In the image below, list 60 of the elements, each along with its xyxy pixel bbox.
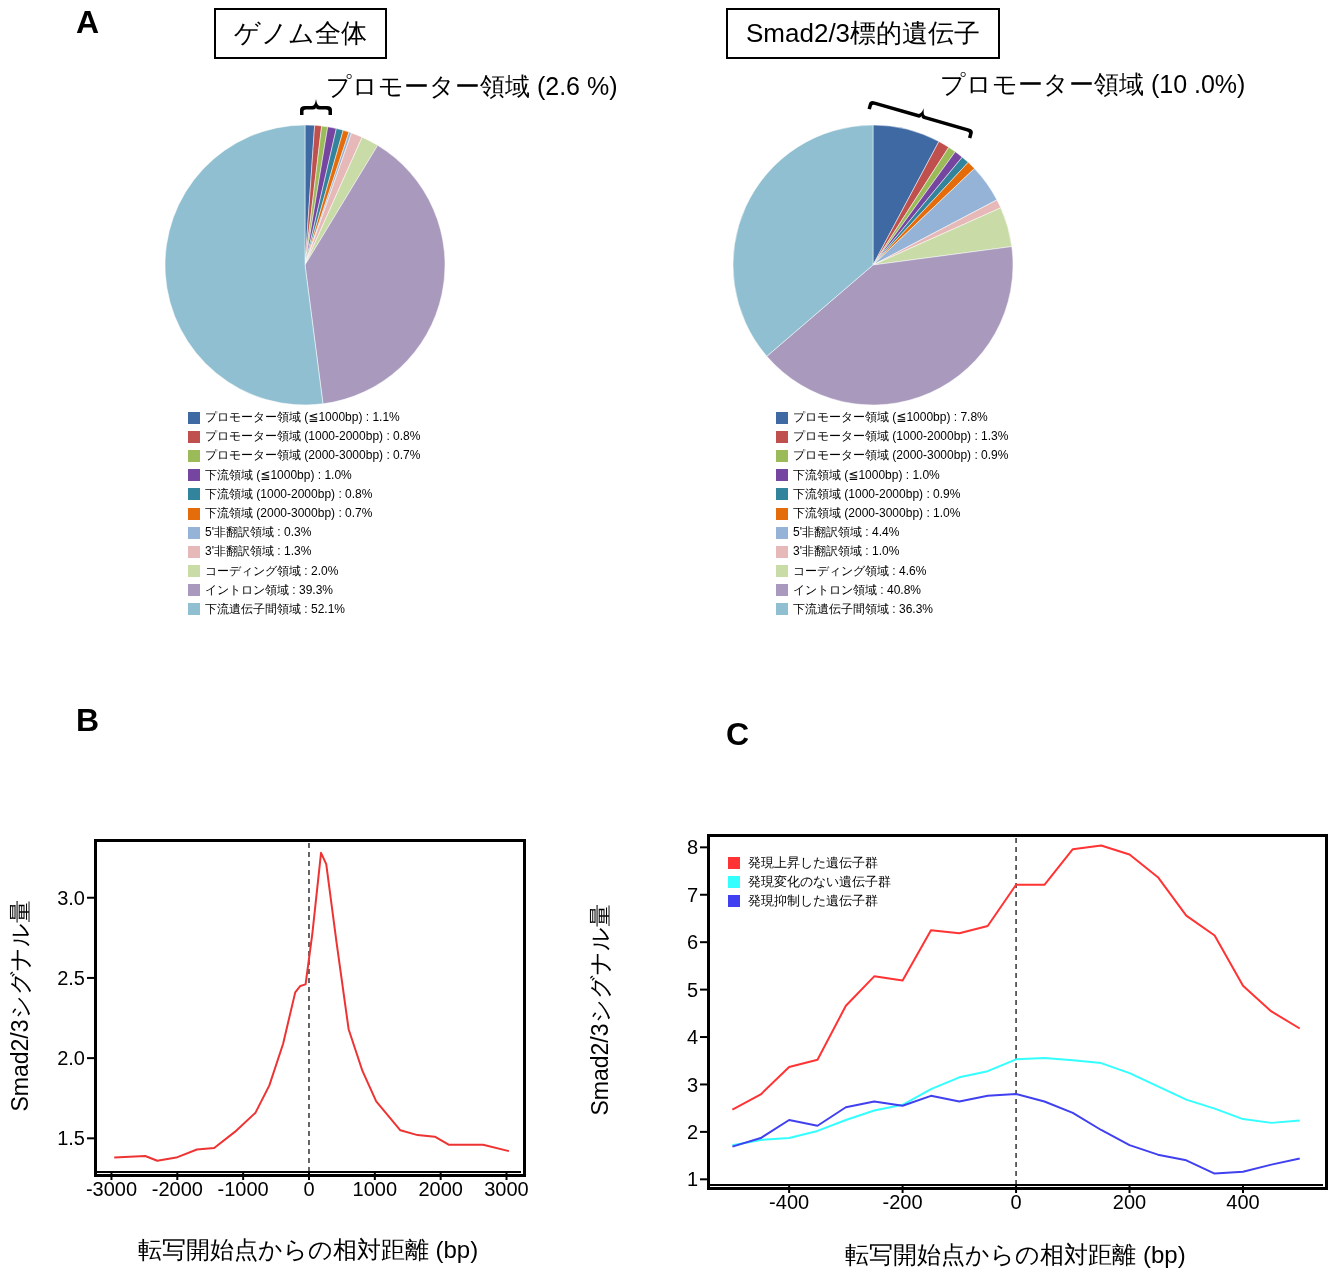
- y-axis-title: Smad2/3シグナル量: [7, 900, 34, 1112]
- x-tick-label: 2000: [418, 1178, 463, 1201]
- legend-label: コーディング領域 : 2.0%: [205, 562, 339, 580]
- legend-label: プロモーター領域 (≦1000bp) : 7.8%: [793, 409, 988, 427]
- legend-label: 5'非翻訳領域 : 4.4%: [793, 524, 900, 542]
- y-tick-label: 3.0: [57, 886, 85, 909]
- legend-label: 下流遺伝子間領域 : 52.1%: [205, 600, 346, 618]
- legend-label: 下流領域 (1000-2000bp) : 0.9%: [793, 485, 961, 503]
- text: プロモーター領域 (2.6 %): [326, 71, 618, 102]
- chart-title: ゲノム全体: [214, 8, 387, 59]
- legend-label: プロモーター領域 (1000-2000bp) : 0.8%: [205, 428, 421, 446]
- legend-label: プロモーター領域 (1000-2000bp) : 1.3%: [793, 428, 1009, 446]
- y-tick-label: 6: [686, 931, 698, 954]
- legend-label: 発現変化のない遺伝子群: [748, 872, 891, 891]
- x-tick-label: 400: [1226, 1191, 1260, 1214]
- legend-label: 5'非翻訳領域 : 0.3%: [205, 524, 312, 542]
- x-tick-label: -3000: [85, 1178, 138, 1201]
- legend-label: 下流領域 (≦1000bp) : 1.0%: [793, 466, 940, 484]
- legend-label: プロモーター領域 (2000-3000bp) : 0.9%: [793, 447, 1009, 465]
- legend-label: イントロン領域 : 40.8%: [793, 581, 922, 599]
- x-tick-label: 0: [303, 1178, 315, 1201]
- y-tick-label: 1: [686, 1168, 698, 1191]
- y-axis-title: Smad2/3シグナル量: [587, 904, 614, 1116]
- legend-label: 発現抑制した遺伝子群: [748, 891, 878, 910]
- x-tick-label: 0: [1010, 1191, 1022, 1214]
- legend-label: プロモーター領域 (2000-3000bp) : 0.7%: [205, 447, 421, 465]
- y-tick-label: 3: [686, 1073, 698, 1096]
- legend-label: 下流遺伝子間領域 : 36.3%: [793, 600, 934, 618]
- y-tick-label: 2.5: [57, 967, 85, 990]
- legend-label: 下流領域 (2000-3000bp) : 0.7%: [205, 505, 373, 523]
- y-tick-label: 8: [686, 836, 698, 859]
- legend-label: 下流領域 (1000-2000bp) : 0.8%: [205, 485, 373, 503]
- text: B: [76, 702, 100, 739]
- x-tick-label: -2000: [151, 1178, 203, 1201]
- legend-label: プロモーター領域 (≦1000bp) : 1.1%: [205, 409, 400, 427]
- legend-label: 下流領域 (2000-3000bp) : 1.0%: [793, 505, 961, 523]
- text: A: [76, 4, 100, 41]
- y-tick-label: 1.5: [57, 1127, 85, 1150]
- y-tick-label: 2: [686, 1120, 698, 1143]
- legend-label: イントロン領域 : 39.3%: [205, 581, 334, 599]
- legend-label: 3'非翻訳領域 : 1.0%: [793, 543, 900, 561]
- chart-title: Smad2/3標的遺伝子: [726, 8, 1001, 59]
- legend-label: 3'非翻訳領域 : 1.3%: [205, 543, 312, 561]
- legend-label: コーディング領域 : 4.6%: [793, 562, 927, 580]
- x-axis-title: 転写開始点からの相対距離 (bp): [137, 1236, 479, 1263]
- x-tick-label: -200: [882, 1191, 923, 1214]
- x-tick-label: 200: [1112, 1191, 1147, 1214]
- y-tick-label: 2.0: [57, 1047, 85, 1070]
- y-tick-label: 4: [686, 1026, 698, 1049]
- x-axis-title: 転写開始点からの相対距離 (bp): [845, 1241, 1186, 1268]
- text: C: [726, 716, 750, 753]
- y-tick-label: 5: [686, 978, 698, 1001]
- legend-label: 発現上昇した遺伝子群: [748, 853, 878, 872]
- y-tick-label: 7: [686, 883, 698, 906]
- x-tick-label: 3000: [484, 1178, 529, 1201]
- x-tick-label: -400: [769, 1191, 810, 1214]
- legend-label: 下流領域 (≦1000bp) : 1.0%: [205, 466, 352, 484]
- text: プロモーター領域 (10 .0%): [940, 69, 1246, 100]
- x-tick-label: -1000: [217, 1178, 269, 1201]
- x-tick-label: 1000: [352, 1178, 398, 1201]
